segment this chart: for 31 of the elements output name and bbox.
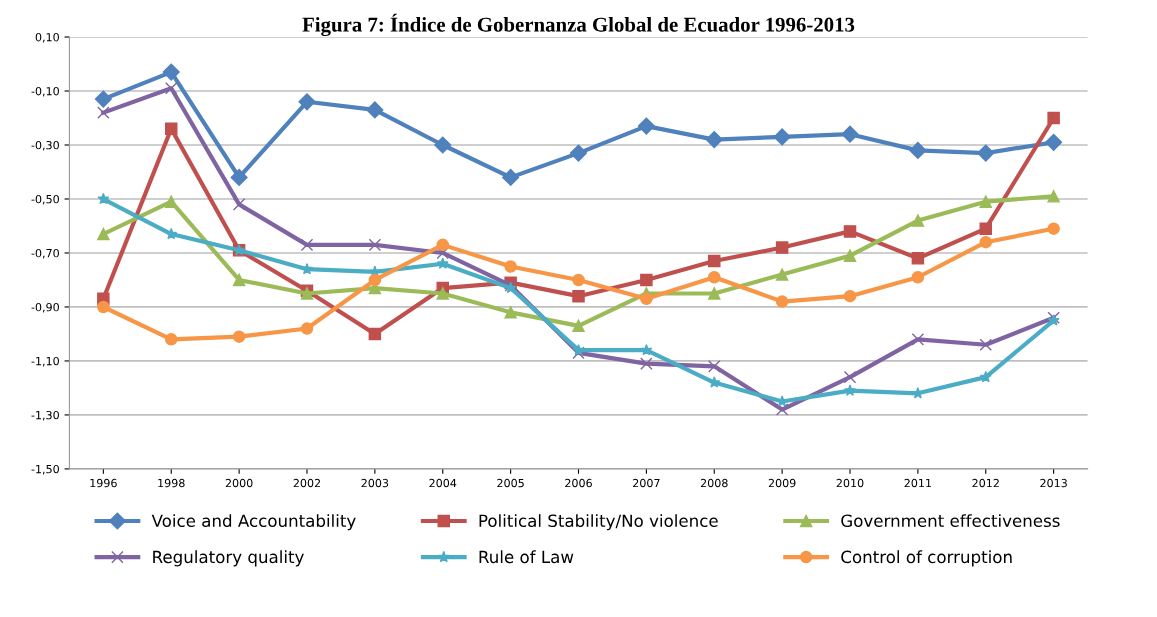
x-tick-label: 2002 xyxy=(293,478,321,488)
legend-label: Rule of Law xyxy=(479,550,574,564)
legend-label: Government effectiveness xyxy=(841,514,1060,528)
y-tick-label: -1,30 xyxy=(31,410,59,421)
y-tick-label: 0,10 xyxy=(35,32,59,43)
x-tick-label: 2000 xyxy=(225,478,253,488)
x-tick-label: 1996 xyxy=(90,478,117,488)
x-tick-label: 2010 xyxy=(836,478,864,488)
y-tick-label: -1,50 xyxy=(31,464,59,475)
x-tick-label: 2004 xyxy=(429,478,457,488)
y-tick-label: -0,10 xyxy=(31,86,59,97)
x-tick-label: 2013 xyxy=(1040,478,1067,488)
x-tick-label: 2008 xyxy=(700,478,728,488)
x-tick-label: 2011 xyxy=(904,478,931,488)
x-tick-label: 2005 xyxy=(497,478,524,488)
x-tick-label: 2006 xyxy=(565,478,592,488)
legend-label: Voice and Accountability xyxy=(151,514,356,531)
x-tick-label: 2007 xyxy=(633,478,660,488)
x-tick-label: 2009 xyxy=(768,478,796,488)
x-tick-label: 2003 xyxy=(361,478,389,488)
legend-label: Political Stability/No violence xyxy=(479,514,718,531)
y-tick-label: -0,50 xyxy=(31,194,59,205)
x-tick-label: 2012 xyxy=(972,478,999,488)
legend-label: Control of corruption xyxy=(841,550,1012,567)
legend-label: Regulatory quality xyxy=(153,550,304,567)
x-tick-label: 1998 xyxy=(158,478,185,488)
y-tick-label: -0,30 xyxy=(31,140,59,151)
y-tick-label: -0,70 xyxy=(31,248,59,259)
y-tick-label: -1,10 xyxy=(31,356,59,367)
y-tick-label: -0,90 xyxy=(31,302,59,313)
chart-title: Figura 7: Índice de Gobernanza Global de Ecuador 1996-2013 xyxy=(302,13,855,37)
